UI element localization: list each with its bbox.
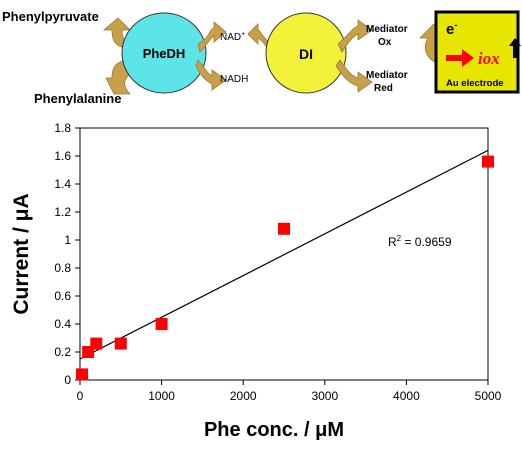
x-tick-label: 0 [77,389,84,403]
data-point [482,155,494,168]
mediator-ox-line2: Ox [378,37,392,48]
nad-text: NAD+ [220,31,245,43]
x-axis-label: Phe conc. / μM [204,419,344,441]
mediator-ox-arrow [337,19,373,53]
data-point [114,337,127,350]
nadh-arrow [195,59,227,91]
r-squared-annotation: R2 = 0.9659 [388,234,452,249]
di-label: DI [299,46,313,62]
data-point [278,222,290,235]
y-tick-label: 1.6 [54,149,71,163]
y-tick-label: 1.2 [54,205,71,219]
iox-text: iox [478,49,500,68]
electron-text: e- [446,20,457,38]
calibration-chart: 0 0.2 0.4 0.6 0.8 1 1.2 1.4 1.6 1.8 0 1000 2000 3000… [10,121,502,441]
y-tick-label: 1.8 [54,121,71,135]
mediator-red-arrow [335,59,373,93]
au-electrode-label: Au electrode [446,78,504,89]
y-tick-label: 0.8 [54,261,71,275]
data-point [76,368,89,381]
y-tick-label: 0 [64,373,71,387]
x-tick-label: 5000 [475,389,502,403]
y-tick-label: 0.2 [54,345,71,359]
mediator-red-line1: Mediator [366,70,408,81]
data-points [76,155,494,381]
nad-arrow [197,21,227,53]
x-tick-label: 1000 [148,389,175,403]
mediator-red-line2: Red [374,83,393,94]
phenylpyruvate-label: Phenylpyruvate [2,9,99,24]
up-arrow-icon [509,38,521,58]
nadh-text: NADH [220,74,248,85]
di-enzyme [265,12,347,94]
mediator-ox-line1: Mediator [366,24,408,35]
x-tick-label: 2000 [230,389,257,403]
phedh-label: PheDH [143,46,186,61]
x-tick-label: 3000 [311,389,338,403]
data-point [155,318,168,330]
reaction-scheme: Phenylpyruvate Phenylalanine PheDH NAD+ … [2,9,521,106]
y-tick-label: 1 [64,233,71,247]
y-axis-label: Current / μA [10,193,33,314]
x-tick-label: 4000 [393,389,420,403]
phedh-enzyme [121,12,207,94]
phenylpyruvate-text: Phenylpyruvate [2,9,99,24]
y-axis-ticks: 0 0.2 0.4 0.6 0.8 1 1.2 1.4 1.6 1.8 [54,121,80,387]
plot-frame [79,127,489,381]
phenylalanine-text: Phenylalanine [34,91,121,106]
y-tick-label: 0.4 [54,317,71,331]
plot-area [79,127,489,381]
trendline [79,149,489,360]
current-arrow [446,49,474,67]
au-electrode [434,10,520,94]
y-tick-label: 1.4 [54,177,71,191]
y-tick-label: 0.6 [54,289,71,303]
data-point [90,337,103,350]
x-axis-ticks: 0 1000 2000 3000 4000 5000 [77,380,502,403]
